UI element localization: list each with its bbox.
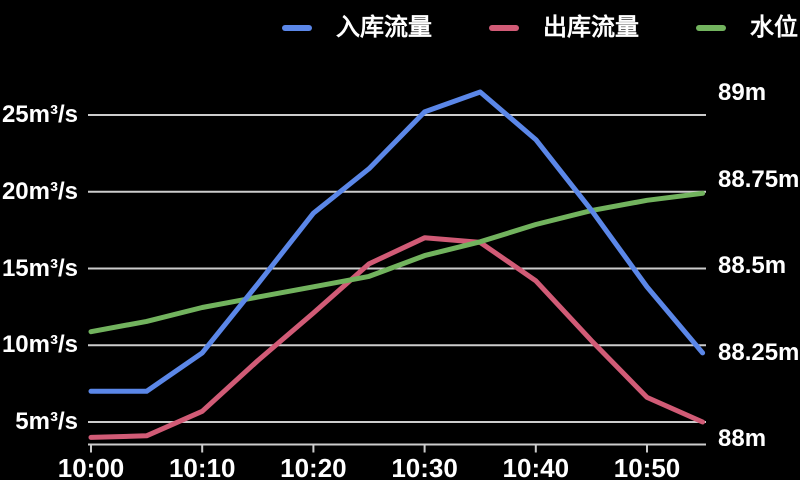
legend-item-inflow[interactable]: 入库流量 bbox=[282, 12, 432, 44]
right-axis-tick-label: 88m bbox=[718, 425, 767, 452]
left-axis-tick-label: 15m³/s bbox=[1, 254, 78, 282]
outflow-line[interactable] bbox=[88, 235, 706, 440]
water-level-legend-swatch bbox=[696, 25, 726, 31]
left-axis-tick-label: 5m³/s bbox=[15, 408, 78, 435]
x-axis-tick-label: 10:00 bbox=[57, 453, 125, 480]
left-axis-tick-label: 10m³/s bbox=[1, 331, 78, 359]
x-axis-tick-label: 10:40 bbox=[502, 453, 570, 480]
right-axis-tick-label: 89m bbox=[718, 79, 767, 106]
x-axis-tick-label: 10:50 bbox=[613, 453, 681, 480]
inflow-legend-label: 入库流量 bbox=[336, 14, 432, 41]
outflow-legend-swatch bbox=[489, 25, 519, 31]
right-axis-tick-label: 88.75m bbox=[718, 165, 800, 193]
left-axis-tick-label: 20m³/s bbox=[1, 177, 78, 205]
water-level-line[interactable] bbox=[88, 190, 706, 335]
outflow-legend-label: 出库流量 bbox=[543, 14, 639, 41]
left-axis-tick-label: 25m³/s bbox=[1, 101, 78, 128]
legend: 入库流量 出库流量 水位 bbox=[0, 12, 800, 44]
x-axis-tick-label: 10:10 bbox=[168, 453, 236, 480]
inflow-line[interactable] bbox=[88, 89, 706, 394]
water-level-legend-label: 水位 bbox=[750, 14, 798, 41]
x-axis-tick-label: 10:30 bbox=[391, 453, 458, 480]
x-axis-tick-label: 10:20 bbox=[280, 453, 347, 480]
legend-item-outflow[interactable]: 出库流量 bbox=[489, 12, 639, 44]
legend-item-water-level[interactable]: 水位 bbox=[696, 12, 798, 44]
inflow-legend-swatch bbox=[282, 25, 312, 31]
right-axis-tick-label: 88.5m bbox=[718, 252, 787, 279]
right-axis-tick-label: 88.25m bbox=[718, 338, 800, 366]
